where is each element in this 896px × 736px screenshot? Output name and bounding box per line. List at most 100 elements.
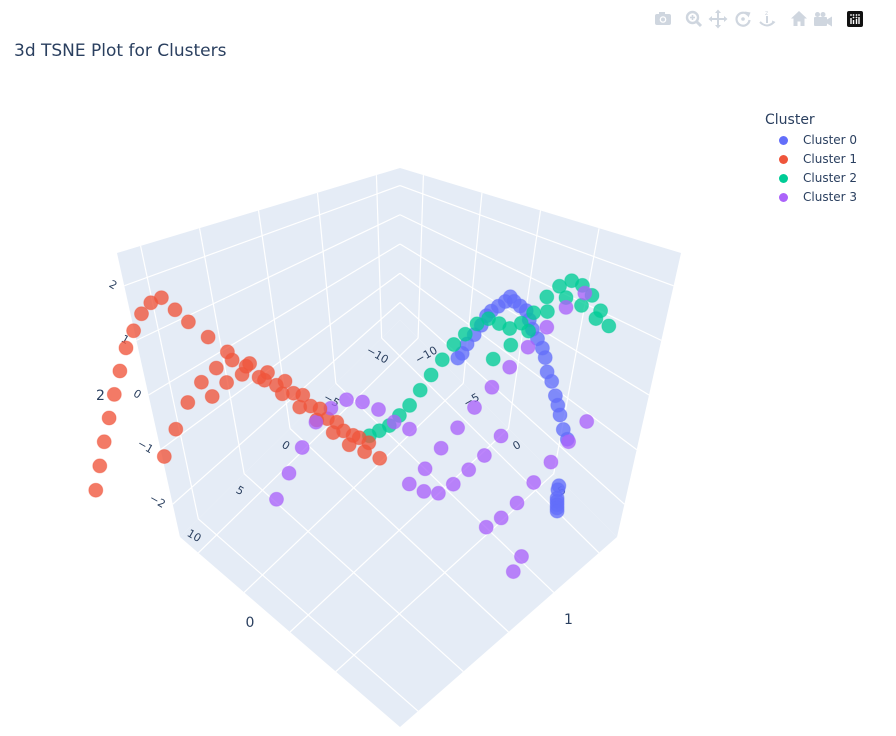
data-point bbox=[467, 400, 482, 415]
data-point bbox=[329, 414, 345, 430]
data-point bbox=[450, 420, 466, 436]
orbit-icon bbox=[735, 11, 751, 27]
data-point bbox=[502, 359, 518, 375]
zoom-button[interactable] bbox=[683, 8, 705, 30]
data-point bbox=[601, 318, 617, 334]
data-point bbox=[539, 289, 555, 305]
floor-plane bbox=[180, 320, 617, 727]
z-tick-label: 0 bbox=[131, 387, 144, 402]
gridline-y bbox=[243, 382, 464, 593]
data-point bbox=[92, 458, 108, 474]
data-point bbox=[274, 386, 290, 402]
data-point bbox=[180, 314, 196, 330]
data-point bbox=[168, 421, 184, 437]
data-point bbox=[503, 337, 519, 353]
data-point bbox=[521, 323, 537, 339]
data-point bbox=[156, 449, 172, 464]
plotly-logo-icon bbox=[847, 11, 863, 27]
gridline-z bbox=[148, 243, 401, 396]
home-icon bbox=[791, 11, 807, 26]
data-point bbox=[386, 414, 402, 430]
gridline-z bbox=[172, 302, 401, 505]
data-point bbox=[134, 306, 149, 322]
data-point bbox=[345, 427, 361, 443]
data-point bbox=[493, 428, 509, 444]
data-point bbox=[457, 326, 473, 342]
data-point bbox=[118, 340, 134, 356]
data-point bbox=[526, 305, 542, 321]
data-point bbox=[564, 273, 580, 289]
legend-marker bbox=[779, 136, 788, 145]
z-tick-label: −1 bbox=[135, 437, 156, 456]
data-point bbox=[520, 339, 536, 355]
data-point bbox=[493, 510, 509, 526]
back-wall-x bbox=[117, 168, 400, 537]
data-point bbox=[588, 311, 604, 327]
legend-item-cluster-1[interactable]: Cluster 1 bbox=[760, 150, 880, 169]
save-camera-button[interactable] bbox=[812, 8, 834, 30]
data-point bbox=[485, 351, 501, 367]
data-point bbox=[514, 549, 529, 564]
chart-title: 3d TSNE Plot for Clusters bbox=[14, 41, 227, 61]
data-point bbox=[219, 375, 235, 390]
data-point bbox=[371, 402, 386, 417]
data-point bbox=[539, 304, 555, 320]
data-point bbox=[505, 564, 521, 580]
data-point bbox=[312, 401, 328, 417]
data-point bbox=[112, 363, 128, 379]
legend-item-cluster-3[interactable]: Cluster 3 bbox=[760, 188, 880, 207]
z-tick-label: 2 bbox=[107, 278, 120, 293]
data-point bbox=[577, 285, 593, 301]
data-point bbox=[423, 367, 439, 383]
gridline-z bbox=[136, 214, 401, 341]
data-point bbox=[242, 356, 258, 371]
orbit-rotation-button[interactable] bbox=[732, 8, 754, 30]
data-point bbox=[295, 387, 311, 403]
data-point bbox=[478, 519, 494, 535]
data-point bbox=[208, 360, 224, 376]
legend-label: Cluster 3 bbox=[803, 190, 858, 204]
legend-marker bbox=[779, 193, 788, 202]
download-plot-button[interactable] bbox=[652, 8, 674, 30]
data-point bbox=[430, 485, 446, 501]
data-point bbox=[484, 379, 500, 395]
y-axis-title: 1 bbox=[564, 612, 573, 628]
data-point bbox=[402, 397, 418, 413]
plotly-logo-button[interactable] bbox=[844, 8, 866, 30]
gridline-z bbox=[399, 184, 674, 287]
reset-camera-button[interactable] bbox=[788, 8, 810, 30]
data-point bbox=[308, 414, 324, 430]
data-point bbox=[372, 450, 388, 466]
data-point bbox=[469, 316, 485, 332]
data-point bbox=[402, 421, 417, 437]
legend-item-cluster-0[interactable]: Cluster 0 bbox=[760, 131, 880, 150]
data-point bbox=[167, 302, 183, 318]
data-point bbox=[461, 462, 477, 478]
data-point bbox=[445, 476, 461, 492]
data-point bbox=[88, 482, 104, 498]
data-point bbox=[412, 382, 428, 398]
gridline-z bbox=[399, 302, 625, 505]
data-point bbox=[143, 295, 159, 311]
pan-button[interactable] bbox=[707, 8, 729, 30]
data-point bbox=[401, 476, 417, 492]
legend-item-cluster-2[interactable]: Cluster 2 bbox=[760, 169, 880, 188]
data-point bbox=[294, 440, 310, 455]
x-axis-title: 0 bbox=[246, 615, 255, 631]
x-tick-label: 10 bbox=[185, 527, 204, 545]
data-point bbox=[574, 297, 589, 313]
turntable-rotation-button[interactable]: z bbox=[756, 8, 778, 30]
data-point bbox=[101, 410, 117, 426]
gridline-y bbox=[289, 428, 509, 633]
data-point bbox=[539, 364, 555, 380]
data-point bbox=[526, 475, 542, 490]
data-point bbox=[416, 483, 432, 499]
data-point bbox=[555, 422, 571, 437]
gridline-z bbox=[124, 184, 401, 287]
data-point bbox=[200, 329, 216, 345]
data-point bbox=[506, 293, 522, 309]
data-point bbox=[126, 323, 142, 339]
data-point bbox=[193, 374, 209, 390]
z-axis-title: 2 bbox=[96, 388, 105, 404]
